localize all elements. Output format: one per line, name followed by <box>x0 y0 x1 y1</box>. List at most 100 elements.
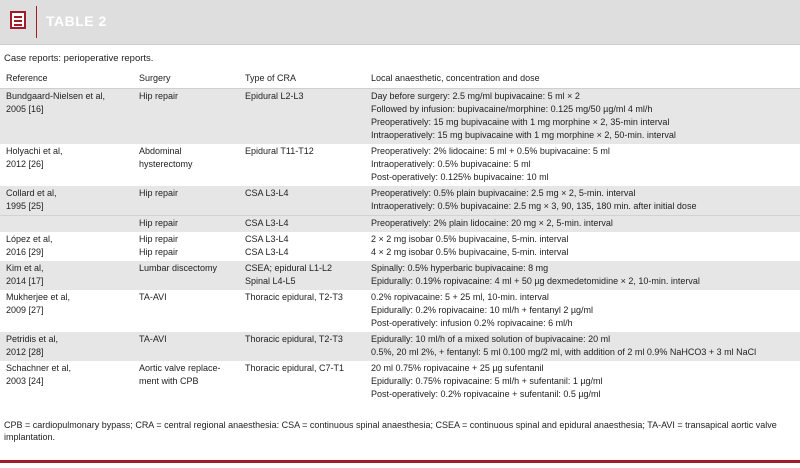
cell-dose-line: 20 ml 0.75% ropivacaine + 25 µg sufentan… <box>371 363 544 373</box>
cell-reference-line: 2016 [29] <box>6 247 44 257</box>
cell-dose: Day before surgery: 2.5 mg/ml bupivacain… <box>367 88 800 144</box>
cell-surgery: Hip repair <box>135 88 241 144</box>
cell-reference-line: 2003 [24] <box>6 376 44 386</box>
table-list-icon <box>10 11 26 29</box>
cell-reference-line: Holyachi et al, <box>6 146 63 156</box>
cell-dose-line: Epidurally: 0.19% ropivacaine: 4 ml + 50… <box>371 276 700 286</box>
cell-reference: Collard et al, 1995 [25] <box>0 186 135 216</box>
cell-reference-line: Kim et al, <box>6 263 44 273</box>
table-row: Hip repair CSA L3-L4 Preoperatively: 2% pl… <box>0 215 800 232</box>
cell-surgery-line: Hip repair <box>139 234 179 244</box>
cell-dose-line: 4 × 2 mg isobar 0.5% bupivacaine, 5-min.… <box>371 247 569 257</box>
cell-dose: 0.2% ropivacaine: 5 + 25 ml, 10-min. int… <box>367 290 800 332</box>
cell-surgery: Hip repair <box>135 186 241 216</box>
cell-surgery: Hip repair Hip repair <box>135 232 241 261</box>
cell-cra-line: Spinal L4-L5 <box>245 276 296 286</box>
cell-surgery-line: Hip repair <box>139 91 179 101</box>
cell-dose-line: Epidurally: 10 ml/h of a mixed solution … <box>371 334 611 344</box>
cell-surgery: Hip repair <box>135 215 241 232</box>
cell-reference-line: Petridis et al, <box>6 334 59 344</box>
cell-cra-line: CSA L3-L4 <box>245 234 289 244</box>
cell-dose: Preoperatively: 0.5% plain bupivacaine: … <box>367 186 800 216</box>
cell-reference-line: 1995 [25] <box>6 201 44 211</box>
table-row: Kim et al, 2014 [17] Lumbar discectomy CSEA… <box>0 261 800 290</box>
cell-dose: Preoperatively: 2% plain lidocaine: 20 m… <box>367 215 800 232</box>
cell-dose-line: Post-operatively: infusion 0.2% ropivaca… <box>371 318 573 328</box>
table-row: Petridis et al, 2012 [28] TA-AVI Thoracic e… <box>0 332 800 361</box>
cell-reference-line: Collard et al, <box>6 188 57 198</box>
cell-reference: Holyachi et al, 2012 [26] <box>0 144 135 186</box>
cell-dose-line: Preoperatively: 2% lidocaine: 5 ml + 0.5… <box>371 146 610 156</box>
cell-dose-line: 0.2% ropivacaine: 5 + 25 ml, 10-min. int… <box>371 292 549 302</box>
cell-reference-line: 2009 [27] <box>6 305 44 315</box>
cell-surgery-line: Aortic valve replace- <box>139 363 221 373</box>
cell-reference-line: 2012 [26] <box>6 159 44 169</box>
cell-cra: Thoracic epidural, T2-T3 <box>241 290 367 332</box>
cell-cra-line: CSEA; epidural L1-L2 <box>245 263 333 273</box>
cell-cra-line: Thoracic epidural, T2-T3 <box>245 292 343 302</box>
cell-reference: Bundgaard-Nielsen et al, 2005 [16] <box>0 88 135 144</box>
cell-cra-line: CSA L3-L4 <box>245 188 289 198</box>
case-reports-table: Reference Surgery Type of CRA Local anae… <box>0 71 800 403</box>
cell-reference <box>0 215 135 232</box>
cell-surgery: Aortic valve replace-ment with CPB <box>135 361 241 403</box>
cell-cra-line: Thoracic epidural, T2-T3 <box>245 334 343 344</box>
cell-dose-line: Preoperatively: 2% plain lidocaine: 20 m… <box>371 218 613 228</box>
bottom-rule <box>0 460 800 463</box>
cell-reference: Mukherjee et al, 2009 [27] <box>0 290 135 332</box>
header-divider <box>36 6 37 38</box>
cell-cra: CSA L3-L4 CSA L3-L4 <box>241 232 367 261</box>
cell-dose-line: Preoperatively: 15 mg bupivacaine with 1… <box>371 117 670 127</box>
cell-reference: Kim et al, 2014 [17] <box>0 261 135 290</box>
cell-surgery-line: TA-AVI <box>139 292 167 302</box>
cell-cra: Thoracic epidural, T2-T3 <box>241 332 367 361</box>
cell-cra: CSEA; epidural L1-L2 Spinal L4-L5 <box>241 261 367 290</box>
table-row: Collard et al, 1995 [25] Hip repair CSA L3-… <box>0 186 800 216</box>
cell-cra-line: CSA L3-L4 <box>245 247 289 257</box>
cell-dose: 2 × 2 mg isobar 0.5% bupivacaine, 5-min.… <box>367 232 800 261</box>
cell-dose-line: 0.5%, 20 ml 2%, + fentanyl: 5 ml 0.100 m… <box>371 347 757 357</box>
cell-reference-line: Schachner et al, <box>6 363 72 373</box>
cell-dose: Spinally: 0.5% hyperbaric bupivacaine: 8… <box>367 261 800 290</box>
cell-cra-line: CSA L3-L4 <box>245 218 289 228</box>
cell-surgery-line: Lumbar discectomy <box>139 263 218 273</box>
table-caption: Case reports: perioperative reports. <box>4 53 154 64</box>
cell-dose-line: Intraoperatively: 0.5% bupivacaine: 2.5 … <box>371 201 697 211</box>
cell-cra: Epidural L2-L3 <box>241 88 367 144</box>
cell-surgery-line: ment with CPB <box>139 376 199 386</box>
column-header-reference: Reference <box>0 71 135 89</box>
cell-surgery-line: TA-AVI <box>139 334 167 344</box>
table-title: TABLE 2 <box>46 13 107 29</box>
cell-surgery-line: hysterectomy <box>139 159 193 169</box>
cell-cra: CSA L3-L4 <box>241 215 367 232</box>
cell-dose: Preoperatively: 2% lidocaine: 5 ml + 0.5… <box>367 144 800 186</box>
cell-dose-line: 2 × 2 mg isobar 0.5% bupivacaine, 5-min.… <box>371 234 569 244</box>
cell-dose-line: Followed by infusion: bupivacaine/morphi… <box>371 104 653 114</box>
table-header-row: Reference Surgery Type of CRA Local anae… <box>0 71 800 89</box>
cell-dose-line: Preoperatively: 0.5% plain bupivacaine: … <box>371 188 636 198</box>
cell-dose-line: Intraoperatively: 15 mg bupivacaine with… <box>371 130 676 140</box>
cell-surgery-line: Hip repair <box>139 188 179 198</box>
cell-cra-line: Thoracic epidural, C7-T1 <box>245 363 345 373</box>
table-row: Mukherjee et al, 2009 [27] TA-AVI Thoracic … <box>0 290 800 332</box>
cell-dose-line: Post-operatively: 0.125% bupivacaine: 10… <box>371 172 549 182</box>
cell-cra: CSA L3-L4 <box>241 186 367 216</box>
cell-reference-line: 2005 [16] <box>6 104 44 114</box>
table-row: Bundgaard-Nielsen et al, 2005 [16] Hip rep… <box>0 88 800 144</box>
cell-surgery: TA-AVI <box>135 332 241 361</box>
table-body: Bundgaard-Nielsen et al, 2005 [16] Hip rep… <box>0 88 800 404</box>
cell-reference-line: Bundgaard-Nielsen et al, <box>6 91 106 101</box>
cell-reference: Petridis et al, 2012 [28] <box>0 332 135 361</box>
table-row: López et al, 2016 [29] Hip repair Hip repai… <box>0 232 800 261</box>
cell-cra-line: Epidural L2-L3 <box>245 91 304 101</box>
cell-dose: Epidurally: 10 ml/h of a mixed solution … <box>367 332 800 361</box>
cell-reference-line: 2012 [28] <box>6 347 44 357</box>
cell-dose-line: Post-operatively: 0.2% ropivacaine + suf… <box>371 389 601 399</box>
table-header-bar: TABLE 2 <box>0 0 800 45</box>
table-footnote: CPB = cardiopulmonary bypass; CRA = cent… <box>4 420 777 442</box>
cell-surgery: Lumbar discectomy <box>135 261 241 290</box>
table-row: Holyachi et al, 2012 [26] Abdominal hystere… <box>0 144 800 186</box>
column-header-dose: Local anaesthetic, concentration and dos… <box>367 71 800 89</box>
cell-surgery: Abdominal hysterectomy <box>135 144 241 186</box>
cell-dose-line: Epidurally: 0.2% ropivacaine: 10 ml/h + … <box>371 305 594 315</box>
